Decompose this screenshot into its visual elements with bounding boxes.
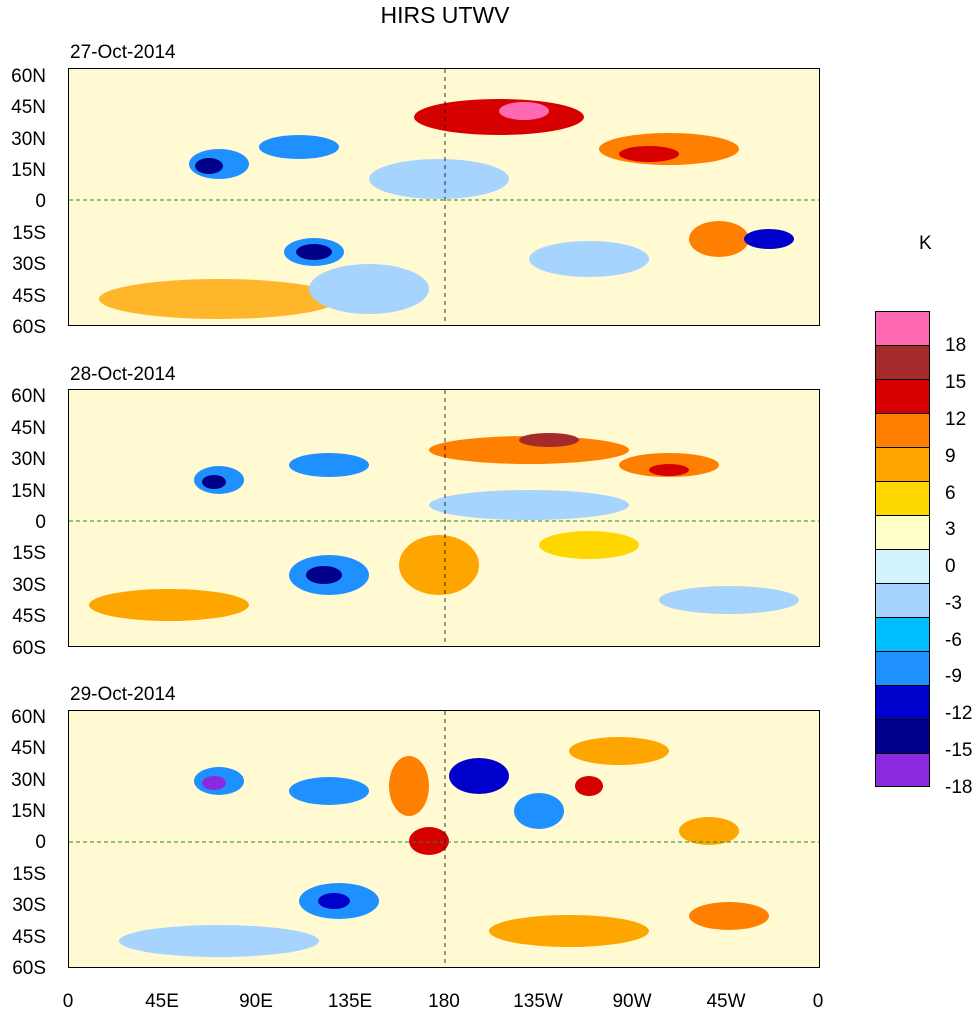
lat-label-60n-p3: 60N bbox=[11, 707, 46, 728]
colorbar-label-12: 12 bbox=[945, 409, 967, 430]
colorbar-label-neg3: -3 bbox=[945, 593, 962, 614]
colorbar-swatch bbox=[875, 515, 930, 549]
lon-label-90e: 90E bbox=[239, 991, 273, 1012]
lat-label-60s-p1: 60S bbox=[12, 317, 46, 338]
lon-label-135e: 135E bbox=[327, 991, 373, 1012]
lat-label-15s-p3: 15S bbox=[12, 864, 46, 885]
colorbar-swatch bbox=[875, 583, 930, 617]
colorbar-label-neg12: -12 bbox=[945, 703, 973, 724]
lat-label-30n-p2: 30N bbox=[11, 449, 46, 470]
colorbar-swatch bbox=[875, 311, 930, 345]
colorbar-label-0: 0 bbox=[945, 556, 956, 577]
lon-label-135w: 135W bbox=[513, 991, 563, 1012]
lat-label-45n-p2: 45N bbox=[11, 418, 46, 439]
colorbar-swatch bbox=[875, 719, 930, 753]
lat-label-30n-p3: 30N bbox=[11, 770, 46, 791]
lat-label-45s-p3: 45S bbox=[12, 927, 46, 948]
lon-label-45w: 45W bbox=[706, 991, 746, 1012]
anomaly-field-3 bbox=[69, 711, 819, 967]
lat-label-60s-p3: 60S bbox=[12, 958, 46, 979]
map-panel-1 bbox=[68, 68, 820, 326]
lat-label-60s-p2: 60S bbox=[12, 638, 46, 659]
anomaly-field-2 bbox=[69, 390, 819, 646]
panel-1-date: 27-Oct-2014 bbox=[70, 42, 176, 63]
colorbar-swatch bbox=[875, 617, 930, 651]
colorbar-unit: K bbox=[919, 233, 932, 254]
lat-label-15n-p3: 15N bbox=[11, 801, 46, 822]
colorbar-swatch bbox=[875, 685, 930, 719]
lat-label-15s-p2: 15S bbox=[12, 543, 46, 564]
lat-label-0-p3: 0 bbox=[35, 832, 46, 853]
lat-label-60n-p1: 60N bbox=[11, 66, 46, 87]
lat-label-30n-p1: 30N bbox=[11, 129, 46, 150]
colorbar-swatch bbox=[875, 481, 930, 515]
lat-label-30s-p2: 30S bbox=[12, 575, 46, 596]
panel-3-date: 29-Oct-2014 bbox=[70, 684, 176, 705]
lat-label-30s-p1: 30S bbox=[12, 254, 46, 275]
lon-label-0-right: 0 bbox=[812, 991, 824, 1012]
colorbar bbox=[875, 311, 930, 787]
lat-label-45s-p2: 45S bbox=[12, 606, 46, 627]
lat-label-15n-p2: 15N bbox=[11, 481, 46, 502]
map-panel-3 bbox=[68, 710, 820, 968]
lon-label-180: 180 bbox=[428, 991, 460, 1012]
lat-label-0-p2: 0 bbox=[35, 512, 46, 533]
colorbar-swatch bbox=[875, 549, 930, 583]
colorbar-label-3: 3 bbox=[945, 519, 956, 540]
lat-label-30s-p3: 30S bbox=[12, 895, 46, 916]
lat-label-15s-p1: 15S bbox=[12, 223, 46, 244]
lat-label-45n-p1: 45N bbox=[11, 97, 46, 118]
colorbar-swatch bbox=[875, 753, 930, 787]
colorbar-label-neg9: -9 bbox=[945, 666, 962, 687]
colorbar-swatch bbox=[875, 379, 930, 413]
colorbar-swatch bbox=[875, 447, 930, 481]
lon-label-90w: 90W bbox=[612, 991, 652, 1012]
lat-label-45s-p1: 45S bbox=[12, 286, 46, 307]
colorbar-label-15: 15 bbox=[945, 372, 967, 393]
anomaly-field-1 bbox=[69, 69, 819, 325]
colorbar-label-9: 9 bbox=[945, 446, 956, 467]
lat-label-0-p1: 0 bbox=[35, 191, 46, 212]
colorbar-swatch bbox=[875, 651, 930, 685]
lat-label-60n-p2: 60N bbox=[11, 386, 46, 407]
map-panel-2 bbox=[68, 389, 820, 647]
lon-label-0-left: 0 bbox=[62, 991, 74, 1012]
colorbar-label-6: 6 bbox=[945, 483, 956, 504]
lon-label-45e: 45E bbox=[145, 991, 179, 1012]
colorbar-label-neg6: -6 bbox=[945, 630, 962, 651]
lat-label-15n-p1: 15N bbox=[11, 160, 46, 181]
lat-label-45n-p3: 45N bbox=[11, 738, 46, 759]
panel-2-date: 28-Oct-2014 bbox=[70, 364, 176, 385]
colorbar-label-neg15: -15 bbox=[945, 740, 973, 761]
colorbar-label-neg18: -18 bbox=[945, 777, 973, 798]
colorbar-label-18: 18 bbox=[945, 335, 967, 356]
colorbar-swatch bbox=[875, 413, 930, 447]
figure-title: HIRS UTWV bbox=[380, 2, 510, 28]
colorbar-swatch bbox=[875, 345, 930, 379]
